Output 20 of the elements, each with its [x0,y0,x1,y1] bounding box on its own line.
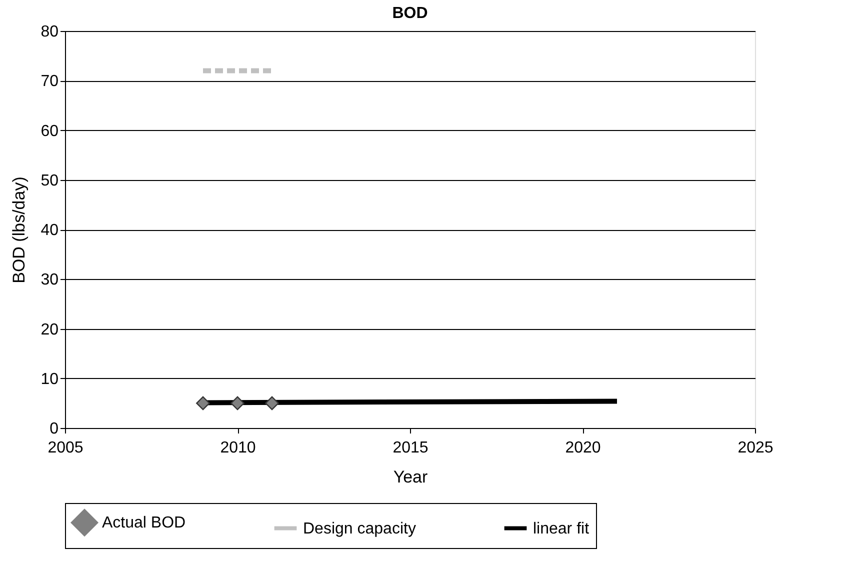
x-tick-label: 2010 [220,440,256,456]
y-tick-label: 70 [40,73,59,90]
y-tick-label: 10 [40,370,59,388]
y-tick-label: 50 [40,172,59,190]
x-tick-label: 2005 [48,440,84,456]
legend-label: Actual BOD [102,514,186,532]
y-tick-label: 20 [40,321,59,338]
legend-label: Design capacity [303,520,416,538]
chart-title: BOD [392,5,428,22]
y-axis-title: BOD (lbs/day) [10,176,29,284]
y-tick-label: 40 [40,222,59,239]
x-tick-label: 2015 [392,440,428,456]
y-tick-label: 0 [50,420,59,438]
legend-label: linear fit [533,520,590,538]
y-tick-label: 60 [40,122,59,140]
x-tick-label: 2020 [565,440,601,456]
y-tick-label: 30 [40,272,59,289]
x-axis-title: Year [393,468,428,486]
y-tick-label: 80 [40,24,59,40]
x-tick-label: 2025 [738,440,774,456]
